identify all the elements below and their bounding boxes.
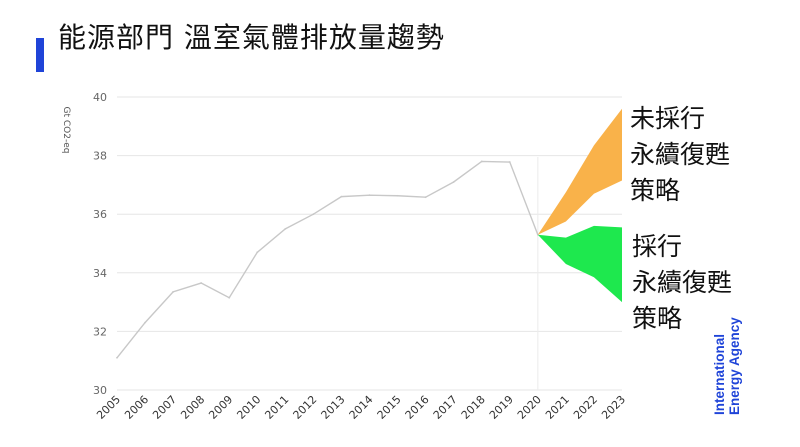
x-tick-label-2020: 2020: [515, 393, 544, 422]
x-tick-label-2015: 2015: [375, 393, 404, 422]
data-point-2018: [480, 160, 483, 163]
x-tick-label-2022: 2022: [571, 393, 600, 422]
x-tick-label-2021: 2021: [543, 393, 572, 422]
data-point-2013: [340, 195, 343, 198]
data-point-2008: [200, 282, 203, 284]
data-point-2007: [172, 290, 175, 293]
y-tick-label-40: 40: [93, 91, 107, 104]
x-tick-label-2010: 2010: [234, 393, 263, 422]
x-tick-label-2006: 2006: [122, 393, 151, 422]
data-point-2006: [144, 321, 146, 324]
annotation-no-policy: 未採行 永續復甦 策略: [630, 101, 730, 209]
data-point-2010: [256, 251, 259, 254]
y-tick-label-38: 38: [93, 150, 107, 163]
annotation-no-policy-line-2: 永續復甦: [630, 140, 731, 169]
data-point-2015: [396, 194, 399, 197]
x-tick-label-2019: 2019: [487, 393, 516, 422]
annotation-no-policy-line-3: 策略: [630, 176, 681, 205]
iea-logo: International Energy Agency: [712, 317, 742, 415]
x-tick-label-2016: 2016: [403, 393, 432, 422]
x-tick-label-2009: 2009: [206, 393, 235, 422]
annotation-policy-line-3: 策略: [632, 304, 683, 333]
y-tick-label-32: 32: [93, 325, 107, 338]
x-tick-label-2008: 2008: [178, 393, 207, 422]
x-tick-label-2023: 2023: [599, 393, 628, 422]
data-point-2017: [452, 181, 455, 183]
data-point-2012: [312, 213, 315, 216]
y-axis-label: Gt CO2-eq: [61, 107, 71, 154]
series-line-historical: [116, 160, 539, 359]
y-tick-label-30: 30: [93, 384, 107, 397]
series-band-2: [537, 225, 622, 303]
series-band-1: [537, 108, 622, 235]
x-tick-label-2018: 2018: [459, 393, 488, 422]
page-title: 能源部門 溫室氣體排放量趨勢: [58, 21, 445, 54]
x-tick-label-2013: 2013: [319, 393, 348, 422]
title-accent-bar: [36, 38, 44, 72]
data-point-2009: [228, 296, 231, 299]
data-point-2014: [368, 194, 371, 197]
data-point-2005: [116, 356, 118, 359]
x-tick-label-2017: 2017: [431, 393, 460, 422]
iea-logo-line-2: Energy Agency: [727, 317, 742, 415]
annotation-policy: 採行 永續復甦 策略: [632, 229, 732, 337]
iea-logo-line-1: International: [712, 333, 727, 415]
annotation-no-policy-line-1: 未採行: [630, 104, 706, 133]
x-tick-label-2007: 2007: [150, 393, 179, 422]
data-point-2019: [508, 161, 511, 163]
x-tick-label-2005: 2005: [94, 393, 123, 422]
y-tick-label-36: 36: [93, 208, 107, 221]
data-point-2016: [424, 196, 427, 199]
y-tick-label-34: 34: [93, 267, 107, 280]
x-tick-label-2011: 2011: [262, 393, 291, 422]
data-point-2011: [284, 227, 287, 230]
annotation-policy-line-1: 採行: [632, 232, 683, 261]
annotation-policy-line-2: 永續復甦: [632, 268, 733, 297]
x-tick-label-2014: 2014: [347, 393, 376, 422]
x-tick-label-2012: 2012: [291, 393, 320, 422]
